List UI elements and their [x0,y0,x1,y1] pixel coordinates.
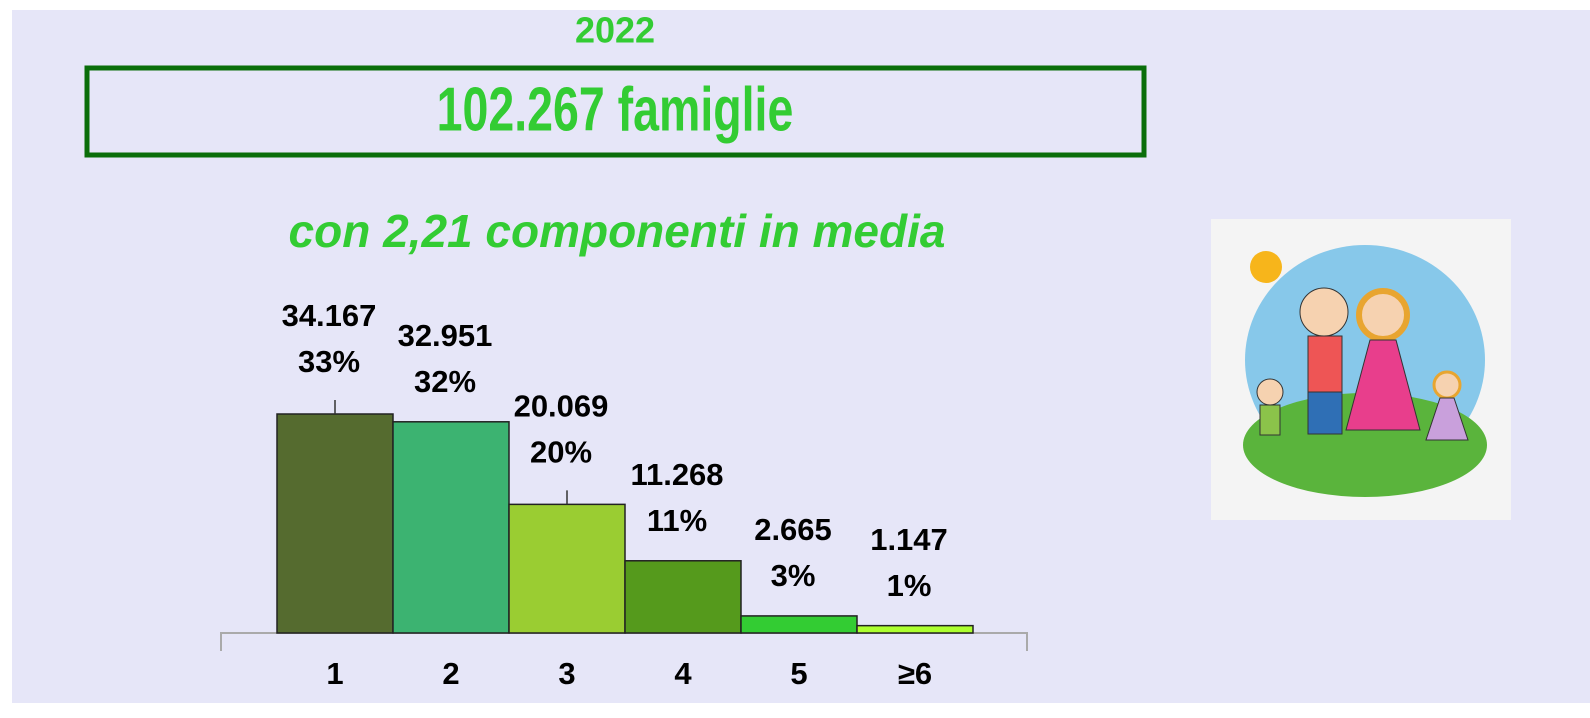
share-label: 1% [887,568,932,603]
headline: 102.267 famiglie [437,74,794,144]
infographic: 2022 102.267 famiglie con 2,21 component… [0,0,1590,713]
x-tick-label: 2 [442,656,459,691]
x-tick-label: ≥6 [898,656,932,691]
bar [857,626,973,633]
share-label: 3% [771,558,816,593]
mom-head [1359,291,1407,339]
value-label: 11.268 [630,457,723,492]
bar [741,616,857,633]
x-tick-label: 3 [558,656,575,691]
share-label: 11% [647,503,707,538]
dad-shirt [1308,336,1342,392]
share-label: 33% [298,344,360,379]
x-tick-label: 1 [326,656,343,691]
x-tick-label: 4 [674,656,692,691]
share-label: 32% [414,364,476,399]
boy-body [1260,405,1280,435]
x-tick-label: 5 [790,656,807,691]
share-label: 20% [530,435,592,470]
chart-title: 2022 [575,10,655,51]
value-label: 32.951 [398,318,493,353]
boy-head [1257,379,1283,405]
bar [509,504,625,633]
bar [393,422,509,633]
dad-legs [1308,392,1342,434]
annotation: con 2,21 componenti in media [289,205,946,257]
value-label: 1.147 [870,522,948,557]
bar [625,561,741,633]
dad-head [1300,288,1348,336]
family-illustration [1211,219,1511,520]
value-label: 34.167 [282,298,377,333]
sun [1250,251,1282,283]
bar [277,414,393,633]
girl-head [1434,372,1460,398]
value-label: 20.069 [514,389,609,424]
value-label: 2.665 [754,512,832,547]
